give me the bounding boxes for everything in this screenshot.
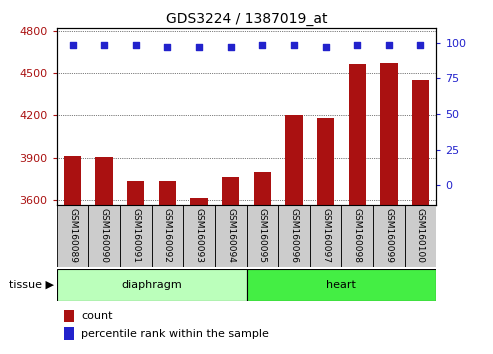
Bar <box>246 269 436 301</box>
Text: GSM160098: GSM160098 <box>352 209 362 263</box>
Bar <box>278 205 310 267</box>
Bar <box>159 182 176 205</box>
Bar <box>96 157 113 205</box>
Bar <box>317 118 334 205</box>
Bar <box>341 205 373 267</box>
Text: GSM160090: GSM160090 <box>100 209 108 263</box>
Bar <box>412 80 429 205</box>
Text: count: count <box>81 311 113 321</box>
Bar <box>57 205 88 267</box>
Bar <box>88 205 120 267</box>
Text: diaphragm: diaphragm <box>121 280 182 290</box>
Bar <box>127 182 144 205</box>
Point <box>132 42 140 48</box>
Bar <box>57 269 246 301</box>
Bar <box>380 63 397 205</box>
Bar <box>183 205 215 267</box>
Bar <box>222 177 240 205</box>
Text: GSM160092: GSM160092 <box>163 209 172 263</box>
Bar <box>253 172 271 205</box>
Text: GSM160093: GSM160093 <box>195 209 204 263</box>
Bar <box>64 156 81 205</box>
Title: GDS3224 / 1387019_at: GDS3224 / 1387019_at <box>166 12 327 26</box>
Text: GSM160100: GSM160100 <box>416 209 425 263</box>
Point <box>227 44 235 50</box>
Text: GSM160096: GSM160096 <box>289 209 298 263</box>
Bar <box>190 198 208 205</box>
Text: GSM160097: GSM160097 <box>321 209 330 263</box>
Point <box>69 42 76 48</box>
Point <box>258 42 266 48</box>
Point <box>164 44 172 50</box>
Bar <box>349 64 366 205</box>
Text: GSM160091: GSM160091 <box>131 209 141 263</box>
Point <box>195 44 203 50</box>
Text: GSM160099: GSM160099 <box>385 209 393 263</box>
Point <box>385 42 393 48</box>
Point <box>321 44 329 50</box>
Bar <box>405 205 436 267</box>
Text: GSM160095: GSM160095 <box>258 209 267 263</box>
Text: GSM160089: GSM160089 <box>68 209 77 263</box>
Text: percentile rank within the sample: percentile rank within the sample <box>81 329 269 339</box>
Bar <box>64 310 74 322</box>
Point <box>290 42 298 48</box>
Bar <box>64 327 74 340</box>
Point <box>100 42 108 48</box>
Bar <box>215 205 246 267</box>
Bar <box>246 205 278 267</box>
Bar <box>310 205 341 267</box>
Point <box>417 42 424 48</box>
Text: tissue ▶: tissue ▶ <box>9 280 54 290</box>
Bar <box>152 205 183 267</box>
Text: GSM160094: GSM160094 <box>226 209 235 263</box>
Point <box>353 42 361 48</box>
Text: heart: heart <box>326 280 356 290</box>
Bar <box>120 205 152 267</box>
Bar <box>285 115 303 205</box>
Bar <box>373 205 405 267</box>
